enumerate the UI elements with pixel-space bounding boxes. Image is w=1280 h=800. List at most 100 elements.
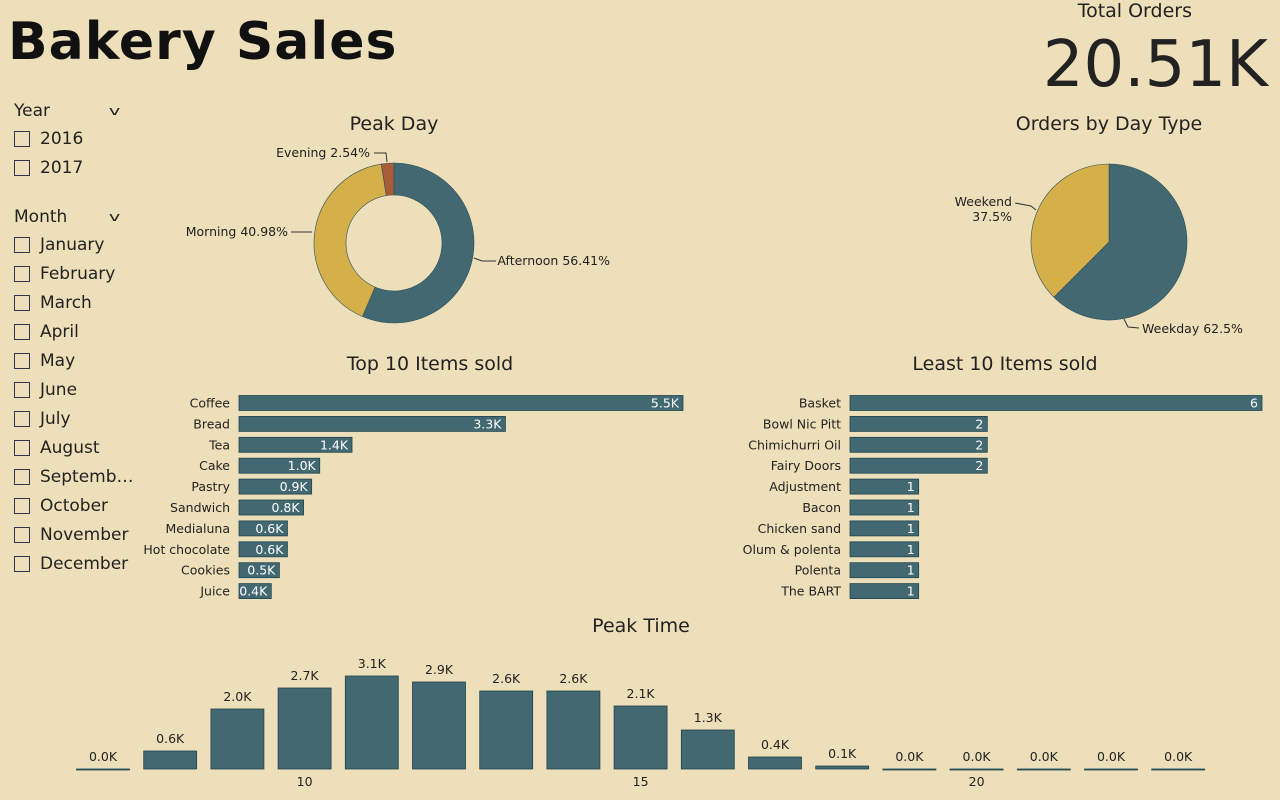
peak-time-title: Peak Time xyxy=(592,615,690,637)
leader-line xyxy=(374,152,388,163)
option-label: December xyxy=(40,553,129,574)
column-bar xyxy=(546,690,601,770)
total-orders-value: 20.51K xyxy=(1042,28,1268,102)
column-bar xyxy=(479,690,534,770)
year-slicer-header[interactable]: Year v xyxy=(14,98,124,124)
slicer-option-year[interactable]: 2016 xyxy=(14,124,124,153)
bar-data-label: 1 xyxy=(907,479,915,494)
chevron-down-icon[interactable]: v xyxy=(108,210,121,224)
category-label: Hot chocolate xyxy=(143,542,230,557)
slicer-option-month[interactable]: July xyxy=(14,404,124,433)
column-bar xyxy=(210,708,265,770)
month-slicer-header[interactable]: Month v xyxy=(14,204,124,230)
option-label: July xyxy=(40,408,71,429)
slicer-option-month[interactable]: November xyxy=(14,520,128,549)
bar xyxy=(849,436,988,453)
column-data-label: 2.1K xyxy=(627,686,656,701)
checkbox[interactable] xyxy=(14,159,30,176)
bar xyxy=(849,457,988,474)
checkbox[interactable] xyxy=(14,294,30,311)
checkbox[interactable] xyxy=(14,497,30,514)
bar xyxy=(238,436,353,453)
slicer-option-month[interactable]: December xyxy=(14,549,128,578)
column-data-label: 0.0K xyxy=(895,749,924,764)
category-label: Bowl Nic Pitt xyxy=(763,416,841,431)
category-label: Chimichurri Oil xyxy=(748,437,841,452)
checkbox[interactable] xyxy=(14,439,30,456)
column-data-label: 0.4K xyxy=(761,737,790,752)
slicer-option-month[interactable]: February xyxy=(14,259,124,288)
bar-data-label: 1.0K xyxy=(288,458,317,473)
column-bar xyxy=(613,705,668,770)
x-tick-label: 10 xyxy=(297,774,313,789)
checkbox[interactable] xyxy=(14,468,30,485)
option-label: 2016 xyxy=(40,128,84,149)
pie-slice-evening xyxy=(380,162,395,196)
bar xyxy=(238,478,313,495)
checkbox[interactable] xyxy=(14,410,30,427)
column-bar xyxy=(344,675,399,770)
category-label: Cookies xyxy=(181,563,230,578)
checkbox[interactable] xyxy=(14,236,30,253)
slicer-option-month[interactable]: Septemb… xyxy=(14,462,134,491)
total-orders-label: Total Orders xyxy=(1077,0,1192,22)
column-data-label: 2.6K xyxy=(492,671,521,686)
checkbox[interactable] xyxy=(14,352,30,369)
slicer-option-month[interactable]: May xyxy=(14,346,124,375)
bar-data-label: 1.4K xyxy=(320,437,349,452)
slicer-option-month[interactable]: June xyxy=(14,375,124,404)
checkbox[interactable] xyxy=(14,130,30,147)
column-bar xyxy=(882,768,937,771)
category-label: Chicken sand xyxy=(758,521,841,536)
bar-data-label: 2 xyxy=(975,437,983,452)
category-label: Fairy Doors xyxy=(771,458,841,473)
bar xyxy=(238,415,506,432)
category-label: Bread xyxy=(193,416,230,431)
checkbox[interactable] xyxy=(14,323,30,340)
checkbox[interactable] xyxy=(14,381,30,398)
column-data-label: 1.3K xyxy=(694,710,723,725)
chevron-down-icon[interactable]: v xyxy=(108,104,121,118)
column-data-label: 3.1K xyxy=(358,656,387,671)
slice-label-weekend: Weekend xyxy=(955,194,1012,209)
slicer-option-month[interactable]: January xyxy=(14,230,124,259)
category-label: The BART xyxy=(780,584,841,599)
bar-data-label: 1 xyxy=(907,563,915,578)
option-label: May xyxy=(40,350,76,371)
column-bar xyxy=(143,750,198,770)
bar-data-label: 2 xyxy=(975,416,983,431)
slicer-option-month[interactable]: April xyxy=(14,317,124,346)
bar xyxy=(849,583,920,599)
bar-data-label: 1 xyxy=(907,542,915,557)
option-label: June xyxy=(40,379,78,400)
slice-label-weekday: Weekday 62.5% xyxy=(1142,321,1243,336)
bar xyxy=(238,457,321,474)
checkbox[interactable] xyxy=(14,526,30,543)
category-label: Coffee xyxy=(190,396,231,411)
slicer-option-month[interactable]: August xyxy=(14,433,124,462)
pie-slice-afternoon xyxy=(362,162,475,324)
checkbox[interactable] xyxy=(14,265,30,282)
slicer-option-year[interactable]: 2017 xyxy=(14,153,124,182)
slicer-option-month[interactable]: October xyxy=(14,491,124,520)
column-bar xyxy=(1084,768,1138,771)
column-bar xyxy=(1151,768,1206,771)
pie-slice-weekday xyxy=(1053,163,1188,321)
column-data-label: 0.0K xyxy=(1164,749,1193,764)
year-slicer: Year v 2016 2017 xyxy=(14,98,124,182)
checkbox[interactable] xyxy=(14,555,30,572)
bar xyxy=(849,520,920,537)
slicer-option-month[interactable]: March xyxy=(14,288,124,317)
column-bar xyxy=(277,687,332,770)
slice-label-weekend-pct: 37.5% xyxy=(972,209,1012,224)
bar xyxy=(849,415,988,432)
leader-line xyxy=(473,257,496,262)
option-label: April xyxy=(40,321,79,342)
slice-label-morning: Morning 40.98% xyxy=(186,224,288,239)
column-bar xyxy=(949,768,1004,771)
option-label: January xyxy=(40,234,105,255)
pie-slice-weekend xyxy=(1030,163,1110,298)
column-data-label: 0.0K xyxy=(89,749,118,764)
bar-data-label: 0.9K xyxy=(280,479,309,494)
